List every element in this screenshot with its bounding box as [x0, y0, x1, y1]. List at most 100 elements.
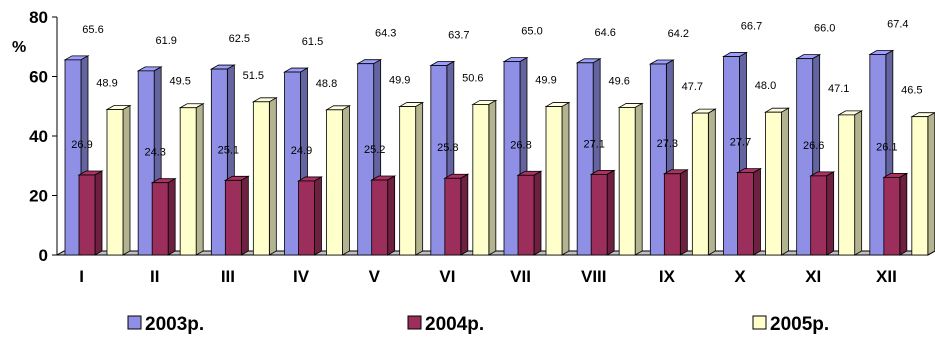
bar-front-face [663, 173, 681, 256]
bar-2004-II [150, 178, 177, 256]
bar-side-face [679, 169, 688, 256]
x-tick-label: XI [805, 267, 821, 286]
bar-2005-I [105, 104, 132, 256]
plot-area: 0 20 40 60 80 65.6 26.9 48.9 61.9 24.3 49.5 62.5 25.… [29, 8, 935, 286]
bar-side-face [899, 172, 908, 256]
legend-item: 2003р. [127, 314, 204, 335]
x-tick-label: IX [659, 267, 676, 286]
bar-side-face [707, 108, 716, 256]
data-label: 66.0 [814, 23, 835, 35]
x-tick-label: II [150, 267, 159, 286]
bar-front-face [357, 63, 375, 256]
y-tick-label: 80 [29, 8, 48, 27]
data-label: 47.1 [828, 83, 849, 95]
y-tick-label: 40 [29, 127, 48, 146]
data-label: 26.1 [876, 141, 897, 153]
bar-2005-VIII [617, 102, 644, 256]
bar-side-face [94, 170, 103, 256]
data-label: 64.6 [594, 27, 615, 39]
bar-2005-XII [910, 112, 935, 256]
bar-front-face [911, 116, 929, 256]
bar-side-face [488, 99, 497, 256]
data-label: 25.8 [437, 142, 458, 154]
data-label: 25.1 [218, 144, 239, 156]
bar-front-face [430, 65, 448, 256]
bar-front-face [618, 107, 636, 256]
data-label: 48.0 [755, 80, 776, 92]
x-tick-label: VII [510, 267, 531, 286]
bar-side-face [826, 171, 835, 256]
legend-swatch [407, 315, 422, 330]
bar-front-face [472, 104, 490, 256]
x-tick-label: III [221, 267, 235, 286]
legend-label: 2004р. [425, 314, 484, 335]
bar-front-face [765, 111, 782, 256]
floor [55, 250, 935, 256]
data-label: 51.5 [243, 70, 264, 82]
bar-front-face [298, 180, 315, 256]
data-label: 27.3 [657, 138, 678, 150]
bar-side-face [533, 170, 542, 256]
bar-side-face [927, 112, 935, 256]
bar-front-face [151, 182, 169, 256]
bar-2003-XI [795, 53, 822, 256]
data-label: 67.4 [887, 18, 908, 30]
data-label: 66.7 [741, 21, 762, 33]
data-label: 48.8 [316, 78, 337, 90]
x-tick-label: VI [439, 267, 455, 286]
bar-2005-X [763, 107, 791, 256]
plot-background [64, 13, 935, 251]
bar-2005-VII [544, 101, 571, 256]
bar-front-face [210, 68, 228, 256]
data-label: 64.2 [668, 28, 689, 40]
bar-front-face [796, 58, 814, 256]
bar-front-face [838, 114, 856, 256]
data-label: 63.7 [448, 29, 469, 41]
data-label: 61.5 [302, 36, 323, 48]
legend: 2003р. 2004р. 2005р. [127, 314, 829, 335]
data-label: 27.7 [730, 137, 751, 149]
x-tick-label: I [79, 267, 84, 286]
x-tick-label: V [369, 267, 381, 286]
bar-side-face [342, 105, 350, 256]
data-label: 49.5 [169, 76, 190, 88]
bar-side-face [854, 110, 863, 256]
bar-side-face [460, 173, 469, 256]
data-label: 46.5 [901, 85, 922, 97]
bar-front-face [649, 63, 667, 256]
bar-2004-III [223, 175, 250, 256]
bar-2004-XII [882, 172, 909, 256]
bar-front-face [78, 174, 96, 256]
bar-side-face [781, 107, 789, 256]
bar-front-face [869, 54, 887, 256]
bar-2004-VI [443, 173, 470, 256]
bar-side-face [561, 101, 570, 256]
bar-front-face [503, 61, 521, 256]
data-label: 65.0 [521, 26, 542, 38]
data-label: 25.2 [364, 144, 385, 156]
legend-label: 2005р. [770, 314, 829, 335]
bar-front-face [179, 107, 197, 256]
data-label: 65.6 [82, 24, 103, 36]
bar-2004-IX [662, 169, 689, 256]
data-label: 27.1 [583, 138, 604, 150]
legend-item: 2005р. [752, 314, 829, 335]
bar-front-face [545, 106, 563, 256]
bar-2004-XI [809, 171, 836, 256]
data-label: 61.9 [155, 35, 176, 47]
data-label: 26.9 [71, 139, 92, 151]
bar-2004-I [77, 170, 104, 256]
bar-side-face [122, 104, 131, 256]
bar-2005-IX [690, 108, 717, 256]
data-label: 24.3 [144, 147, 165, 159]
bar-side-face [314, 176, 322, 256]
bar-2004-X [735, 167, 763, 256]
data-label: 49.9 [389, 75, 410, 87]
y-tick-label: 60 [29, 68, 48, 87]
bar-side-face [606, 169, 615, 256]
bar-side-face [415, 101, 424, 256]
bar-2005-V [398, 101, 425, 256]
bar-front-face [691, 112, 709, 256]
bar-front-face [371, 179, 389, 256]
